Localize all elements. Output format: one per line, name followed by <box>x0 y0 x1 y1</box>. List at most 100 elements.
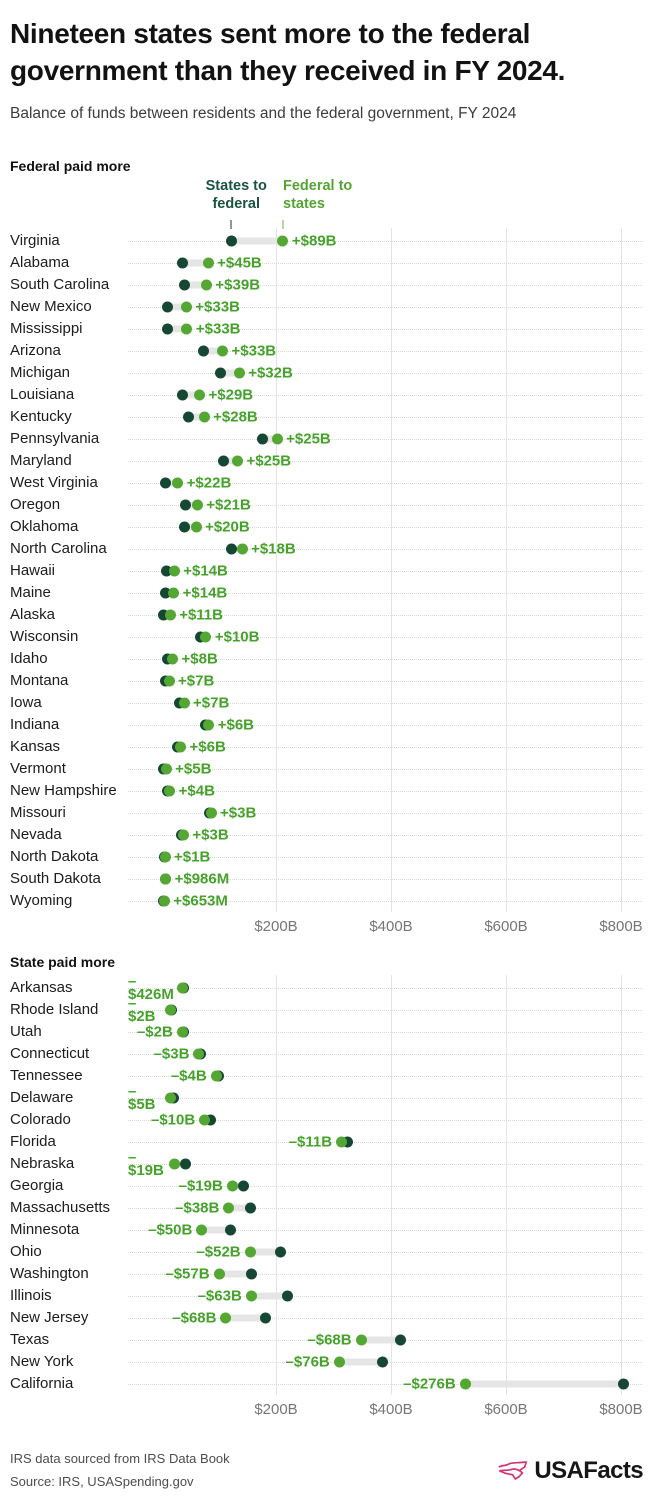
page-title: Nineteen states sent more to the federal… <box>10 18 566 86</box>
federal-to-states-dot <box>217 345 229 357</box>
balance-label: –$276B <box>403 1375 456 1393</box>
state-label: Florida <box>10 1133 56 1151</box>
state-label: Indiana <box>10 716 60 734</box>
row-guide-line <box>128 1031 643 1033</box>
state-label: Illinois <box>10 1287 52 1305</box>
state-label: Massachusetts <box>10 1199 111 1217</box>
chart-rows-state: Arkansas – $426M Rhode Island – $2B Utah –$2B Co… <box>10 974 643 1395</box>
chart-row-maine: Maine +$14B <box>10 582 643 604</box>
state-label: Texas <box>10 1331 50 1349</box>
row-guide-line <box>128 1119 643 1121</box>
chart-rows-federal: Virginia +$89B Alabama +$45B South Carolina +… <box>10 227 643 912</box>
chart-row-delaware: Delaware – $5B <box>10 1084 643 1113</box>
state-label: Tennessee <box>10 1067 83 1085</box>
x-axis-tick-label: $400B <box>369 917 413 935</box>
chart-row-arkansas: Arkansas – $426M <box>10 974 643 1002</box>
balance-label-amount: $5B <box>128 1095 156 1113</box>
row-guide-line <box>128 1141 643 1143</box>
state-label: Minnesota <box>10 1221 80 1239</box>
balance-label: +$25B <box>246 452 292 470</box>
row-plot: +$1B <box>128 846 643 868</box>
chart-row-ohio: Ohio –$52B <box>10 1241 643 1263</box>
state-label: Ohio <box>10 1243 42 1261</box>
balance-label: +$20B <box>205 518 250 536</box>
chart-row-washington: Washington –$57B <box>10 1263 643 1285</box>
chart-row-wyoming: Wyoming +$653M <box>10 890 643 912</box>
state-label: South Dakota <box>10 870 101 888</box>
state-label: Kansas <box>10 738 61 756</box>
chart-row-utah: Utah –$2B <box>10 1021 643 1043</box>
federal-to-states-dot <box>198 411 210 423</box>
x-axis-tick-label: $800B <box>599 917 643 935</box>
row-plot: –$76B <box>128 1351 643 1373</box>
row-plot: –$68B <box>128 1329 643 1351</box>
chart-row-new-hampshire: New Hampshire +$4B <box>10 780 643 802</box>
row-guide-line <box>128 1075 643 1077</box>
dumbbell-connector <box>198 1226 235 1234</box>
row-plot: +$3B <box>128 802 643 824</box>
row-plot: +$5B <box>128 758 643 780</box>
federal-to-states-dot <box>175 741 187 753</box>
gridline <box>276 974 277 1395</box>
balance-label: +$7B <box>193 694 230 712</box>
federal-to-states-dot <box>213 1268 225 1280</box>
row-plot: –$57B <box>128 1263 643 1285</box>
gridlines <box>128 974 643 1395</box>
states-to-federal-dot <box>274 1246 286 1258</box>
row-plot: +$45B <box>128 252 643 274</box>
usafacts-map-icon <box>498 1461 528 1480</box>
row-guide-line <box>128 636 643 638</box>
gridline <box>391 974 392 1395</box>
state-label: Montana <box>10 672 69 690</box>
row-plot: +$18B <box>128 538 643 560</box>
chart-row-michigan: Michigan +$32B <box>10 362 643 384</box>
row-guide-line <box>128 460 643 462</box>
row-plot: +$986M <box>128 868 643 890</box>
chart-row-south-carolina: South Carolina +$39B <box>10 274 643 296</box>
balance-label: +$653M <box>173 892 228 910</box>
balance-label: –$4B <box>170 1067 207 1085</box>
balance-label: +$22B <box>186 474 232 492</box>
state-label: Louisiana <box>10 386 75 404</box>
state-label: Idaho <box>10 650 48 668</box>
state-label: Virginia <box>10 232 60 250</box>
chart-row-new-mexico: New Mexico +$33B <box>10 296 643 318</box>
federal-to-states-dot <box>236 543 248 555</box>
states-to-federal-dot <box>226 543 238 555</box>
state-label: California <box>10 1375 74 1393</box>
row-plot: +$25B <box>128 428 643 450</box>
dumbbell-connector <box>215 1270 256 1278</box>
states-to-federal-dot <box>245 1202 257 1214</box>
balance-label: –$10B <box>151 1111 196 1129</box>
dumbbell-connector <box>181 523 200 531</box>
balance-label: –$3B <box>153 1045 190 1063</box>
row-guide-line <box>128 746 643 748</box>
state-label: North Carolina <box>10 540 107 558</box>
row-plot: +$7B <box>128 692 643 714</box>
gridline <box>391 227 392 912</box>
balance-label: +$8B <box>181 650 218 668</box>
dumbbell-connector <box>163 303 190 311</box>
state-label: Rhode Island <box>10 1001 99 1019</box>
chart-row-wisconsin: Wisconsin +$10B <box>10 626 643 648</box>
row-plot: –$2B <box>128 996 643 1024</box>
row-plot: +$20B <box>128 516 643 538</box>
gridline <box>276 227 277 912</box>
states-to-federal-dot <box>179 521 191 533</box>
federal-to-states-dot <box>205 807 217 819</box>
balance-label: –$19B <box>178 1177 223 1195</box>
x-axis-tick-label: $600B <box>484 917 528 935</box>
dumbbell-connector <box>246 1248 284 1256</box>
chart-row-texas: Texas –$68B <box>10 1329 643 1351</box>
balance-label: +$14B <box>182 584 228 602</box>
dumbbell-connector <box>335 1358 387 1366</box>
state-label: Mississippi <box>10 320 83 338</box>
states-to-federal-dot <box>180 1158 192 1170</box>
federal-to-states-dot <box>233 367 245 379</box>
balance-label: +$89B <box>291 232 337 250</box>
federal-to-states-dot <box>163 675 175 687</box>
x-axis-tick-label: $600B <box>484 1400 528 1418</box>
balance-label: –$68B <box>307 1331 352 1349</box>
federal-to-states-dot <box>164 1004 176 1016</box>
federal-to-states-dot <box>202 257 214 269</box>
